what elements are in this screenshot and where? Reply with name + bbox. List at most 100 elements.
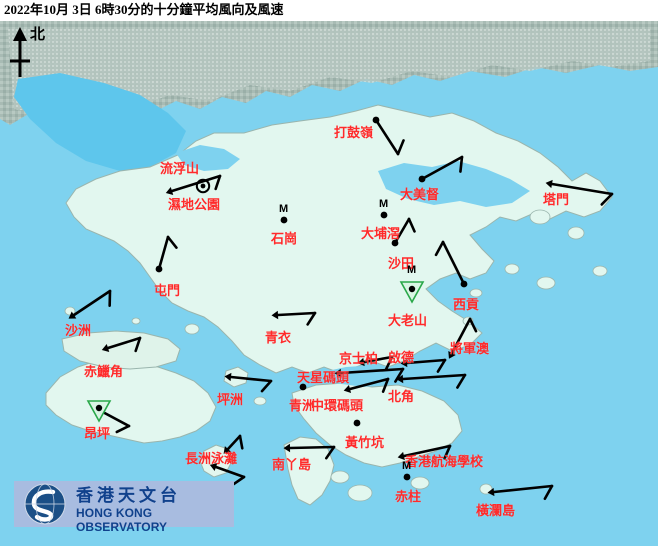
- wind-station[interactable]: [391, 217, 416, 247]
- barb-feather: [456, 373, 467, 389]
- arrowhead-marker-icon: [396, 374, 404, 384]
- arrowhead-marker-icon: [271, 310, 279, 320]
- wind-station[interactable]: [403, 473, 411, 481]
- dot-marker-icon: [380, 211, 388, 219]
- barb-feather: [543, 484, 554, 501]
- arrowhead-marker-icon: [68, 311, 77, 319]
- dot-marker-icon: [353, 419, 361, 427]
- dot-marker-icon: [391, 239, 399, 247]
- m-flag-icon: M: [379, 198, 389, 210]
- station-name-label: 大美督: [400, 187, 440, 202]
- wind-station[interactable]: [357, 355, 394, 371]
- arrowhead-marker-icon: [397, 451, 405, 461]
- target-circle-icon: [195, 178, 211, 194]
- wind-station[interactable]: [280, 216, 288, 224]
- barb-feather: [436, 358, 447, 373]
- wind-station[interactable]: [68, 289, 112, 319]
- station-name-label: 沙洲: [65, 323, 92, 338]
- barb-feather: [134, 336, 142, 353]
- wind-station[interactable]: [397, 444, 452, 461]
- station-name-label: 天星碼頭: [297, 370, 350, 385]
- wind-map-canvas[interactable]: 北 打鼓嶺 流浮山 濕地公園 塔門 大美督 M 石崗 M 大埔滘 沙田 屯門 西貢 沙洲 M 大老山 青衣 將軍…: [0, 21, 658, 546]
- north-arrow-icon: [10, 27, 30, 77]
- wind-station[interactable]: [353, 419, 361, 427]
- dot-marker-icon: [403, 473, 411, 481]
- wind-station[interactable]: [434, 240, 468, 288]
- wind-station[interactable]: [224, 372, 273, 393]
- wind-station[interactable]: [195, 178, 211, 194]
- barb-feather: [396, 139, 405, 156]
- north-label: 北: [30, 27, 46, 43]
- inland-water: [176, 145, 530, 387]
- station-name-label: 石崗: [271, 231, 298, 246]
- wind-station[interactable]: [396, 373, 467, 389]
- barb-shaft: [157, 235, 170, 271]
- north-arrow: 北: [4, 25, 56, 83]
- arrowhead-marker-icon: [357, 357, 365, 367]
- barb-feather: [468, 317, 478, 333]
- lamma-island: [283, 436, 335, 506]
- wind-station[interactable]: [343, 377, 390, 394]
- barb-feather: [381, 377, 390, 393]
- station-name-label: 南丫島: [272, 457, 312, 472]
- wind-station[interactable]: [223, 434, 244, 454]
- dot-marker-icon: [95, 404, 103, 412]
- wind-station[interactable]: [271, 310, 317, 326]
- wind-station[interactable]: [448, 317, 478, 359]
- arrowhead-marker-icon: [209, 463, 218, 471]
- outlying-islands: [64, 209, 608, 502]
- barb-shaft: [72, 289, 112, 317]
- wind-station[interactable]: [101, 336, 142, 353]
- arrowhead-marker-icon: [487, 487, 495, 497]
- wind-station[interactable]: [400, 358, 447, 373]
- arrowhead-marker-icon: [545, 179, 553, 189]
- wind-station[interactable]: [165, 174, 222, 196]
- station-name-label: 赤鱲角: [84, 364, 124, 379]
- wind-station[interactable]: [545, 179, 614, 206]
- wind-station[interactable]: [209, 463, 246, 486]
- wind-station[interactable]: [372, 116, 405, 156]
- station-name-label: 赤柱: [395, 489, 422, 504]
- m-flag-icon: M: [402, 460, 412, 472]
- barb-shaft: [441, 240, 466, 286]
- station-name-label: 打鼓嶺: [334, 125, 374, 140]
- chek-lap-kok-island: [61, 330, 181, 370]
- station-name-label: 北角: [388, 389, 415, 404]
- wind-station[interactable]: [380, 211, 388, 219]
- barb-feather: [166, 235, 178, 249]
- barb-feather: [115, 424, 131, 434]
- target-center-icon: [200, 183, 206, 189]
- barb-feather: [407, 217, 416, 233]
- arrowhead-marker-icon: [223, 446, 232, 454]
- page-title: 2022年10月 3日 6時30分的十分鐘平均風向及風速: [4, 2, 284, 17]
- barb-shaft: [106, 336, 142, 350]
- barb-feather: [600, 192, 614, 206]
- wind-station[interactable]: [86, 400, 131, 434]
- wind-station[interactable]: [399, 281, 425, 304]
- station-name-label: 長洲泳灘: [185, 451, 238, 466]
- wind-station[interactable]: [487, 484, 554, 501]
- hko-logo: 香港天文台 HONG KONG OBSERVATORY: [14, 481, 234, 534]
- station-name-label: 流浮山: [160, 161, 200, 176]
- wind-station[interactable]: [155, 235, 178, 273]
- station-name-label: 香港航海學校: [405, 454, 484, 469]
- dot-marker-icon: [408, 285, 416, 293]
- arrowhead-marker-icon: [343, 384, 352, 394]
- wind-station[interactable]: [418, 155, 464, 183]
- wind-barb-layer[interactable]: [0, 21, 658, 546]
- barb-shaft: [420, 155, 464, 181]
- arrowhead-marker-icon: [101, 343, 110, 353]
- barb-shaft: [492, 484, 554, 494]
- barb-feather: [325, 445, 336, 460]
- station-name-label: 啟德: [388, 350, 415, 365]
- station-name-label: 青衣: [265, 330, 292, 345]
- arrowhead-marker-icon: [334, 368, 342, 378]
- barb-shaft: [450, 317, 472, 355]
- deep-bay-water: [14, 73, 186, 171]
- barb-shaft: [374, 118, 400, 156]
- arrowhead-marker-icon: [283, 443, 291, 453]
- wind-station[interactable]: [299, 383, 307, 391]
- barb-shaft: [170, 174, 222, 193]
- wind-station[interactable]: [283, 443, 336, 460]
